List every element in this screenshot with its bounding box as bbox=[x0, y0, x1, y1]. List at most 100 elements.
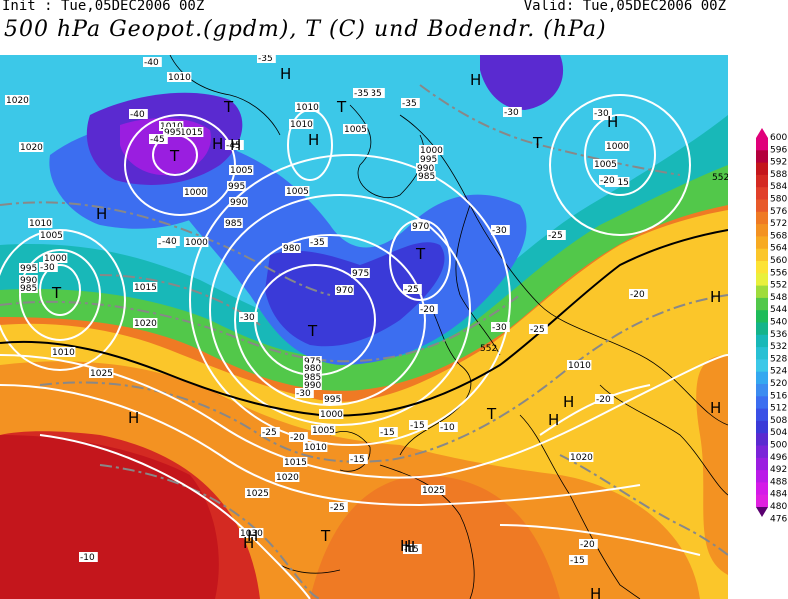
isotherm-label-box bbox=[149, 134, 168, 144]
isobar-label-box bbox=[351, 268, 370, 278]
legend-level-label: 540 bbox=[770, 318, 787, 328]
gpdm-contour-label: 552 bbox=[712, 173, 728, 183]
pressure-center-label: H bbox=[128, 409, 139, 427]
isobar-label-box bbox=[567, 360, 592, 370]
isotherm-label-box bbox=[295, 388, 314, 398]
isotherm-label-box bbox=[289, 432, 308, 442]
legend-cap-bottom bbox=[756, 507, 768, 517]
isotherm-label: -35 bbox=[354, 89, 369, 99]
isobar-label-box bbox=[417, 171, 436, 181]
isobar-label: 1005 bbox=[594, 160, 617, 170]
isotherm-label-box bbox=[143, 57, 162, 67]
isobar-label: 985 bbox=[225, 219, 242, 229]
isotherm-label-box bbox=[599, 175, 618, 185]
isobar-label-box bbox=[295, 102, 320, 112]
isotherm-label-box bbox=[379, 427, 398, 437]
pressure-center-label: H bbox=[710, 399, 721, 417]
isobar-label-box bbox=[593, 159, 618, 169]
isobar-label-box bbox=[303, 363, 322, 373]
isobar-label: 1015 bbox=[180, 128, 203, 138]
isotherm-label: -15 bbox=[350, 455, 365, 465]
isotherm-label: -30 bbox=[504, 108, 519, 118]
pressure-center-label: H bbox=[548, 411, 559, 429]
isobar-label: 1005 bbox=[312, 426, 335, 436]
pressure-center-label: H bbox=[400, 537, 411, 555]
isotherm-label-box bbox=[79, 552, 98, 562]
isobar-label-box bbox=[411, 221, 430, 231]
isobar-label: 980 bbox=[304, 364, 321, 374]
isotherm-label: -10 bbox=[440, 423, 455, 433]
weather-map: 1020 1020 1010 1005 1000 995 990 985 1015 1020 101… bbox=[0, 55, 728, 599]
isobar-label: 1000 bbox=[185, 238, 208, 248]
isobar-label-box bbox=[227, 181, 246, 191]
isotherm-label: -30 bbox=[296, 389, 311, 399]
pressure-center-label: T bbox=[336, 98, 347, 116]
legend-swatch bbox=[756, 445, 768, 459]
isotherm-label: -20 bbox=[580, 540, 595, 550]
isobar-label: 990 bbox=[304, 381, 321, 391]
isotherm-label: -15 bbox=[570, 556, 585, 566]
isotherm-label: -35 bbox=[258, 55, 273, 64]
isobar-label-box bbox=[179, 127, 204, 137]
isotherm-label-box bbox=[419, 304, 438, 314]
legend-swatch bbox=[756, 138, 768, 151]
pressure-center-label: T bbox=[307, 322, 318, 340]
isobar-label: 990 bbox=[230, 198, 247, 208]
isobar-label-box bbox=[289, 119, 314, 129]
isobar-label: 1020 bbox=[134, 319, 157, 329]
isobar-label: 995 bbox=[420, 155, 437, 165]
legend-level-label: 564 bbox=[770, 244, 787, 254]
legend-level-label: 476 bbox=[770, 514, 787, 523]
isobar-label-box bbox=[421, 485, 446, 495]
isotherm-label: -15 bbox=[404, 545, 419, 555]
legend-level-label: 508 bbox=[770, 416, 787, 426]
isobar-label-box bbox=[303, 380, 322, 390]
legend-swatch bbox=[756, 273, 768, 287]
isotherm-label: -30 bbox=[492, 226, 507, 236]
isotherm-label-box bbox=[239, 312, 258, 322]
pressure-center-label: H bbox=[247, 527, 258, 545]
isotherm-label-box bbox=[529, 324, 548, 334]
isobar-label: 995 bbox=[324, 395, 341, 405]
isotherm-label-box bbox=[503, 107, 522, 117]
legend-level-label: 528 bbox=[770, 354, 787, 364]
isotherm-label: -35 bbox=[367, 89, 382, 99]
isotherm-label: -40 bbox=[130, 110, 145, 120]
isobar-label: 1005 bbox=[40, 231, 63, 241]
legend-level-label: 484 bbox=[770, 490, 787, 500]
isobar-label-box bbox=[19, 263, 38, 273]
legend-swatch bbox=[756, 224, 768, 237]
pressure-center-label: H bbox=[590, 585, 601, 599]
isobar-label-box bbox=[184, 237, 209, 247]
isotherm-label: -40 bbox=[144, 58, 159, 68]
legend-level-label: 544 bbox=[770, 305, 787, 315]
legend-level-label: 580 bbox=[770, 195, 787, 205]
legend-level-label: 488 bbox=[770, 477, 787, 487]
isobar-label: 1010 bbox=[29, 219, 52, 229]
legend-level-label: 492 bbox=[770, 465, 787, 475]
isotherm-label: -20 bbox=[420, 305, 435, 315]
isobar-label: 975 bbox=[352, 269, 369, 279]
isotherm-label-box bbox=[39, 262, 58, 272]
isotherm-label-box bbox=[491, 322, 510, 332]
isobar-label: 990 bbox=[417, 164, 434, 174]
isobar-label-box bbox=[323, 394, 342, 404]
isobar-label: 1000 bbox=[320, 410, 343, 420]
legend-swatch bbox=[756, 334, 768, 348]
legend-level-label: 496 bbox=[770, 453, 787, 463]
isobar-label-box bbox=[416, 163, 435, 173]
isotherm-label-box bbox=[309, 237, 328, 247]
isobar-label-box bbox=[224, 218, 243, 228]
pressure-center-label: T bbox=[486, 405, 497, 423]
isotherm-label: -35 bbox=[402, 99, 417, 109]
legend-swatch bbox=[756, 408, 768, 422]
isobar-label: 1010 bbox=[296, 103, 319, 113]
pressure-center-label: H bbox=[470, 71, 481, 89]
isobar-label-box bbox=[303, 372, 322, 382]
isobar-label: 1005 bbox=[230, 166, 253, 176]
isobar-label: 1020 bbox=[276, 473, 299, 483]
legend-level-label: 512 bbox=[770, 404, 787, 414]
isobar-label: 975 bbox=[304, 357, 321, 367]
isobar-label: 1025 bbox=[246, 489, 269, 499]
legend-swatch bbox=[756, 322, 768, 336]
